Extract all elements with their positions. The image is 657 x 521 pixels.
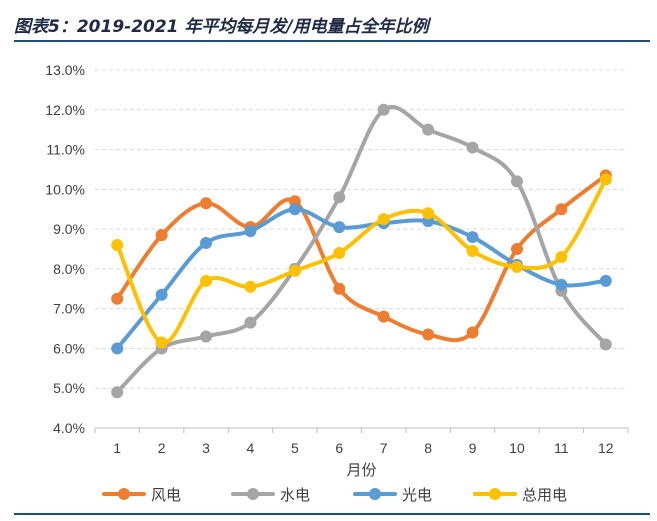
x-tick-label: 8: [424, 440, 432, 456]
data-point-hydro: [244, 316, 257, 329]
x-tick-label: 6: [335, 440, 343, 456]
data-point-hydro: [599, 338, 612, 351]
legend-item-wind: 风电: [102, 486, 181, 504]
data-point-wind: [333, 282, 346, 295]
data-point-wind: [466, 326, 479, 339]
data-point-solar: [466, 231, 479, 244]
data-point-total: [244, 280, 257, 293]
data-point-total: [200, 274, 213, 287]
data-point-solar: [599, 274, 612, 287]
data-point-hydro: [510, 175, 523, 188]
series-total: [111, 173, 612, 349]
x-tick-label: 4: [247, 440, 255, 456]
data-point-total: [155, 336, 168, 349]
x-tick-label: 2: [158, 440, 166, 456]
data-point-wind: [422, 328, 435, 341]
x-tick-label: 12: [598, 440, 614, 456]
data-point-total: [333, 246, 346, 259]
grid-lines: [95, 69, 628, 389]
data-point-hydro: [333, 191, 346, 204]
legend-swatch-marker: [247, 488, 259, 500]
data-point-total: [377, 213, 390, 226]
bottom-divider: [14, 513, 650, 515]
series-hydro: [111, 103, 612, 399]
data-point-total: [288, 264, 301, 277]
data-point-solar: [288, 203, 301, 216]
data-point-solar: [155, 288, 168, 301]
y-tick-label: 6.0%: [53, 340, 85, 356]
x-tick-label: 7: [380, 440, 388, 456]
legend-swatch-marker: [369, 488, 381, 500]
data-point-solar: [555, 278, 568, 291]
x-axis-title-group: 月份: [346, 461, 376, 479]
data-point-solar: [333, 221, 346, 234]
y-tick-label: 10.0%: [45, 181, 85, 197]
series-lines: [111, 103, 612, 399]
y-tick-label: 11.0%: [46, 142, 85, 158]
data-point-hydro: [466, 141, 479, 154]
x-tick-label: 9: [469, 440, 477, 456]
y-tick-label: 13.0%: [45, 62, 85, 78]
data-point-wind: [510, 243, 523, 255]
series-wind: [111, 169, 612, 343]
x-tick-label: 10: [509, 440, 525, 456]
y-tick-label: 4.0%: [53, 420, 85, 436]
legend-swatch-marker: [489, 488, 501, 500]
legend-label: 水电: [280, 486, 310, 504]
data-point-solar: [111, 342, 124, 355]
axes: 4.0% 5.0% 6.0% 7.0% 8.0% 9.0% 10.0% 11.0% 12.0% 1…: [45, 62, 629, 456]
legend-swatch-marker: [118, 488, 130, 500]
legend-label: 光电: [402, 486, 432, 504]
x-tick-label: 5: [291, 440, 299, 456]
series-line-total: [115, 177, 608, 345]
data-point-wind: [155, 229, 168, 242]
legend-item-solar: 光电: [353, 486, 432, 504]
legend-label: 风电: [151, 486, 181, 504]
data-point-wind: [377, 310, 390, 323]
y-tick-label: 12.0%: [45, 102, 85, 118]
x-axis-title: 月份: [346, 461, 376, 479]
y-tick-label: 9.0%: [53, 221, 85, 237]
data-point-hydro: [111, 386, 124, 399]
y-tick-label: 5.0%: [53, 380, 85, 396]
data-point-hydro: [200, 330, 213, 343]
chart-title: 图表5：2019-2021 年平均每月发/用电量占全年比例: [14, 17, 429, 37]
data-point-total: [466, 244, 479, 257]
data-point-solar: [244, 225, 257, 238]
legend-item-total: 总用电: [473, 486, 567, 504]
data-point-solar: [200, 237, 213, 250]
data-point-wind: [200, 197, 213, 210]
y-tick-label: 8.0%: [53, 261, 85, 277]
x-tick-label: 1: [113, 440, 121, 456]
data-point-wind: [111, 292, 124, 305]
data-point-total: [555, 250, 568, 263]
data-point-total: [599, 173, 612, 186]
data-point-wind: [555, 203, 568, 216]
x-tick-label: 3: [202, 440, 210, 456]
data-point-hydro: [377, 103, 390, 116]
title-divider: [14, 40, 650, 42]
x-tick-label: 11: [554, 440, 569, 456]
legend-item-hydro: 水电: [231, 486, 310, 504]
data-point-total: [510, 260, 523, 273]
data-point-hydro: [422, 123, 435, 136]
legend: 风电 水电 光电 总用电: [102, 486, 567, 504]
data-point-total: [422, 207, 435, 220]
legend-label: 总用电: [522, 486, 567, 504]
y-tick-label: 7.0%: [53, 301, 85, 317]
data-point-total: [111, 239, 124, 252]
